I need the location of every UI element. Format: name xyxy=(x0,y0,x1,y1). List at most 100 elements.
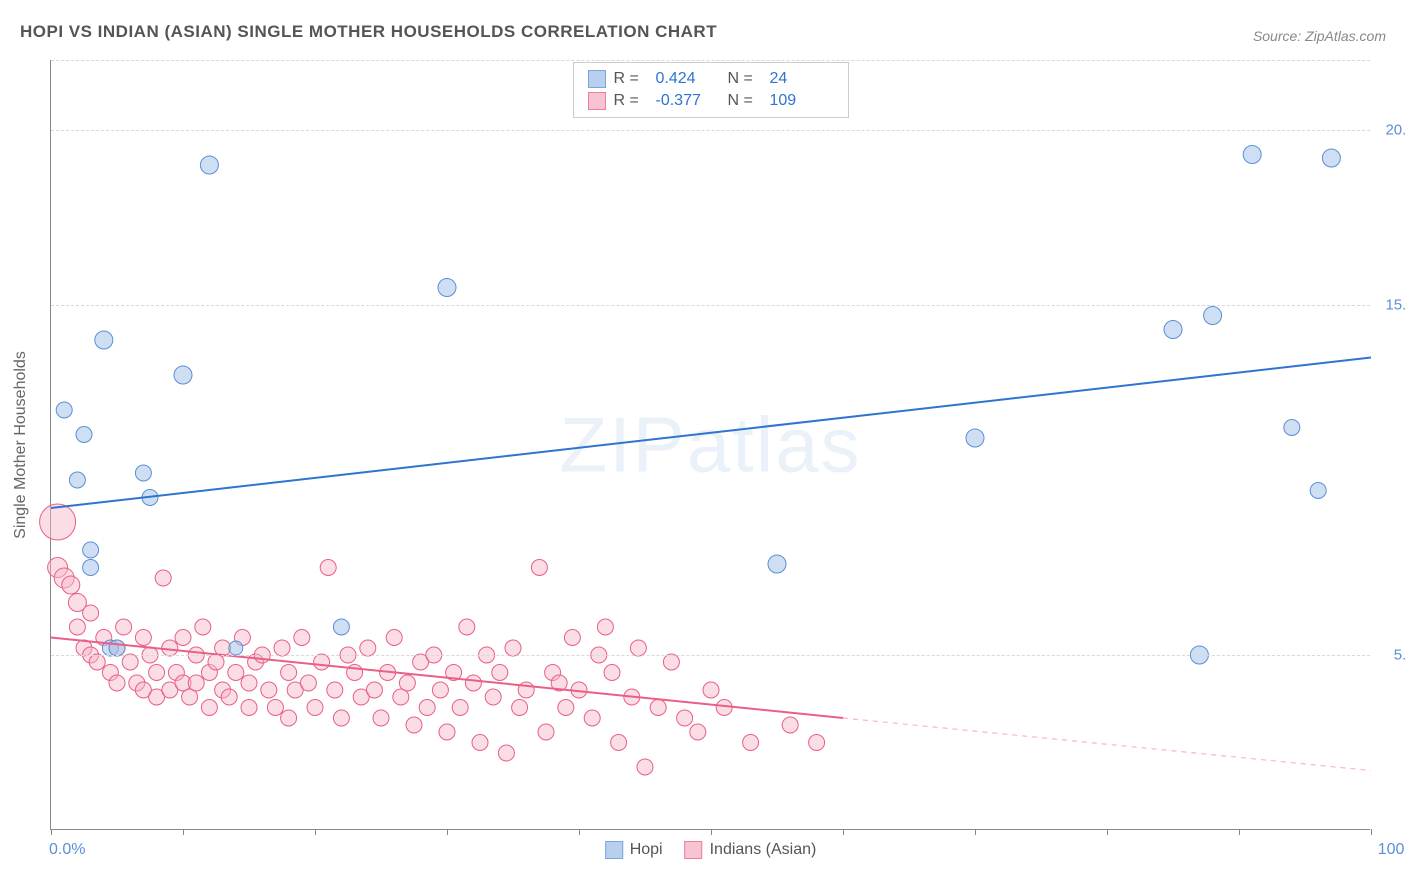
legend-label-hopi: Hopi xyxy=(630,841,663,859)
data-point xyxy=(531,560,547,576)
data-point xyxy=(294,630,310,646)
data-point xyxy=(261,682,277,698)
data-point xyxy=(703,682,719,698)
data-point xyxy=(419,700,435,716)
data-point xyxy=(281,665,297,681)
data-point xyxy=(768,555,786,573)
swatch-hopi-icon xyxy=(605,841,623,859)
n-label: N = xyxy=(728,70,762,88)
data-point xyxy=(360,640,376,656)
data-point xyxy=(439,724,455,740)
x-max-label: 100.0% xyxy=(1378,841,1406,859)
data-point xyxy=(472,735,488,751)
data-point xyxy=(512,700,528,716)
r-value-indian: -0.377 xyxy=(656,92,720,110)
n-label: N = xyxy=(728,92,762,110)
gridline-h xyxy=(51,655,1370,656)
data-point xyxy=(373,710,389,726)
x-tick xyxy=(711,829,712,835)
r-label: R = xyxy=(614,92,648,110)
data-point xyxy=(200,156,218,174)
y-axis-title: Single Mother Households xyxy=(12,351,30,539)
data-point xyxy=(716,700,732,716)
x-tick xyxy=(51,829,52,835)
data-point xyxy=(76,427,92,443)
data-point xyxy=(966,429,984,447)
data-point xyxy=(83,605,99,621)
data-point xyxy=(149,665,165,681)
x-tick xyxy=(1239,829,1240,835)
y-tick-label: 15.0% xyxy=(1385,297,1406,314)
data-point xyxy=(558,700,574,716)
data-point xyxy=(62,576,80,594)
data-point xyxy=(1322,149,1340,167)
data-point xyxy=(116,619,132,635)
legend-item-indian: Indians (Asian) xyxy=(685,841,817,859)
x-tick xyxy=(843,829,844,835)
x-tick xyxy=(1107,829,1108,835)
data-point xyxy=(327,682,343,698)
data-point xyxy=(201,700,217,716)
data-point xyxy=(267,700,283,716)
x-tick xyxy=(315,829,316,835)
data-point xyxy=(1310,483,1326,499)
data-point xyxy=(241,700,257,716)
data-point xyxy=(109,640,125,656)
data-point xyxy=(809,735,825,751)
legend-row-hopi: R = 0.424 N = 24 xyxy=(588,68,834,90)
y-tick-label: 5.0% xyxy=(1394,647,1406,664)
n-value-indian: 109 xyxy=(770,92,834,110)
data-point xyxy=(300,675,316,691)
data-point xyxy=(1284,420,1300,436)
data-point xyxy=(637,759,653,775)
data-point xyxy=(229,641,243,655)
legend-row-indian: R = -0.377 N = 109 xyxy=(588,90,834,112)
data-point xyxy=(650,700,666,716)
data-point xyxy=(69,472,85,488)
r-label: R = xyxy=(614,70,648,88)
source-attribution: Source: ZipAtlas.com xyxy=(1253,28,1386,44)
scatter-svg xyxy=(51,60,1371,830)
data-point xyxy=(538,724,554,740)
data-point xyxy=(399,675,415,691)
data-point xyxy=(162,640,178,656)
data-point xyxy=(1204,307,1222,325)
data-point xyxy=(109,675,125,691)
data-point xyxy=(663,654,679,670)
x-min-label: 0.0% xyxy=(49,841,85,859)
data-point xyxy=(604,665,620,681)
n-value-hopi: 24 xyxy=(770,70,834,88)
x-tick xyxy=(447,829,448,835)
data-point xyxy=(188,675,204,691)
data-point xyxy=(406,717,422,733)
data-point xyxy=(459,619,475,635)
data-point xyxy=(122,654,138,670)
r-value-hopi: 0.424 xyxy=(656,70,720,88)
data-point xyxy=(611,735,627,751)
data-point xyxy=(432,682,448,698)
data-point xyxy=(174,366,192,384)
data-point xyxy=(175,630,191,646)
gridline-h xyxy=(51,305,1370,306)
x-tick xyxy=(1371,829,1372,835)
data-point xyxy=(564,630,580,646)
data-point xyxy=(83,542,99,558)
series-legend: Hopi Indians (Asian) xyxy=(605,841,817,859)
data-point xyxy=(630,640,646,656)
swatch-indian xyxy=(588,92,606,110)
data-point xyxy=(314,654,330,670)
swatch-hopi xyxy=(588,70,606,88)
data-point xyxy=(155,570,171,586)
data-point xyxy=(498,745,514,761)
chart-container: HOPI VS INDIAN (ASIAN) SINGLE MOTHER HOU… xyxy=(0,0,1406,892)
y-tick-label: 20.0% xyxy=(1385,122,1406,139)
legend-label-indian: Indians (Asian) xyxy=(710,841,817,859)
data-point xyxy=(492,665,508,681)
data-point xyxy=(83,560,99,576)
legend-item-hopi: Hopi xyxy=(605,841,663,859)
swatch-indian-icon xyxy=(685,841,703,859)
correlation-legend: R = 0.424 N = 24 R = -0.377 N = 109 xyxy=(573,62,849,118)
data-point xyxy=(438,279,456,297)
data-point xyxy=(281,710,297,726)
data-point xyxy=(1164,321,1182,339)
